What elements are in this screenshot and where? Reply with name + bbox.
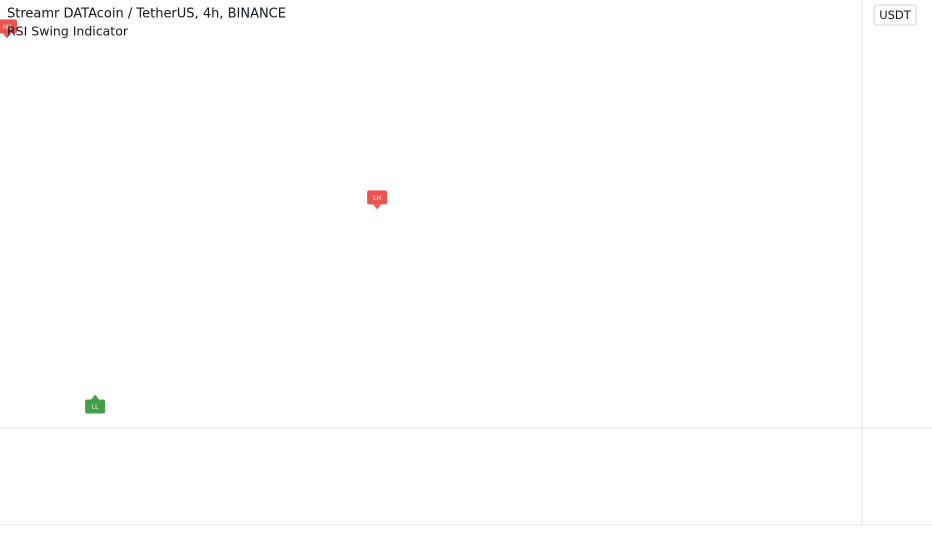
marker-text: HH: [2, 24, 11, 31]
currency: USDT: [879, 8, 912, 22]
[object Object]: LH: [367, 190, 388, 210]
[object Object]: LL: [85, 394, 106, 414]
marker-box: [367, 190, 388, 205]
marker-pointer: [2, 33, 11, 39]
chart-title: Streamr DATAcoin / TetherUS, 4h, BINANCE: [7, 7, 286, 22]
indicator-name: RSI Swing Indicator: [7, 24, 129, 39]
marker-box: [85, 399, 106, 414]
marker-text: LL: [92, 404, 99, 411]
currency-badge[interactable]: [873, 4, 917, 26]
marker-text: LH: [373, 195, 381, 202]
marker-pointer: [373, 204, 382, 210]
marker-pointer: [91, 394, 100, 400]
[object Object]: HH: [0, 19, 17, 39]
plot: HH LH LL: [0, 19, 388, 414]
marker-box: [0, 19, 17, 34]
